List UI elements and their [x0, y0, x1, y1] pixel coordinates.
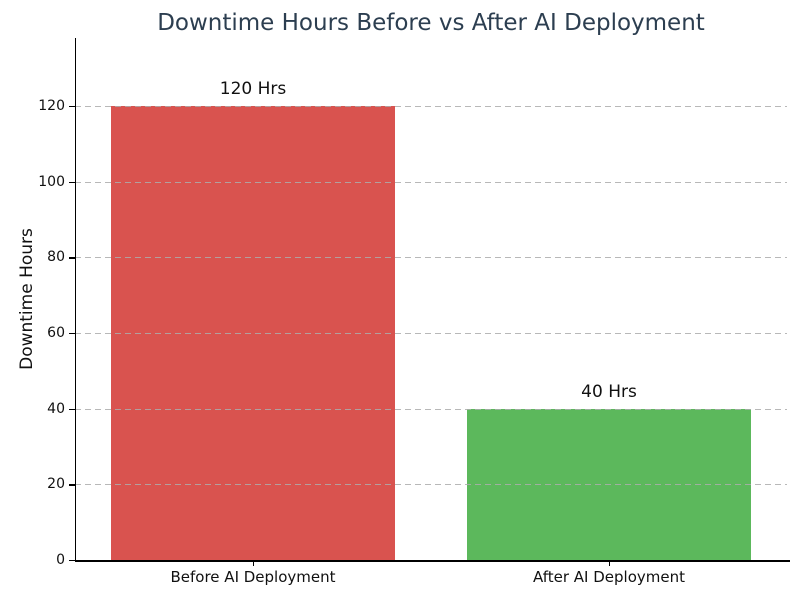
y-tick-label: 120 [38, 98, 65, 115]
y-tick-mark [69, 181, 75, 184]
gridline-y-80 [75, 257, 787, 259]
y-tick-mark [69, 560, 75, 562]
y-tick-mark [69, 484, 75, 486]
gridline-y-100 [75, 181, 787, 183]
y-tick-mark [69, 333, 75, 335]
x-tick-label-before: Before AI Deployment [170, 568, 336, 586]
y-tick-mark [69, 408, 75, 410]
y-tick-label: 60 [47, 325, 65, 342]
y-tick-label: 0 [56, 552, 65, 568]
x-axis-spine [75, 560, 790, 562]
gridline-y-40 [75, 408, 787, 410]
gridline-y-60 [75, 333, 787, 335]
y-tick-label: 80 [47, 249, 65, 266]
bar-value-label: 120 Hrs [219, 79, 287, 100]
x-tick-label-after: After AI Deployment [533, 568, 685, 586]
bar-value-label: 40 Hrs [581, 381, 637, 402]
plot-area: 120 Hrs 40 Hrs [75, 38, 787, 560]
y-tick-mark [69, 257, 75, 259]
x-tick-mark [253, 561, 255, 566]
y-tick-label: 20 [47, 476, 65, 493]
y-tick-mark [69, 106, 75, 108]
y-tick-label: 40 [47, 400, 65, 417]
chart-title: Downtime Hours Before vs After AI Deploy… [157, 10, 705, 36]
y-tick-label: 100 [38, 173, 65, 190]
x-tick-mark [609, 561, 611, 566]
gridline-y-120 [75, 106, 787, 108]
y-axis-spine [75, 38, 77, 561]
gridline-y-20 [75, 484, 787, 486]
